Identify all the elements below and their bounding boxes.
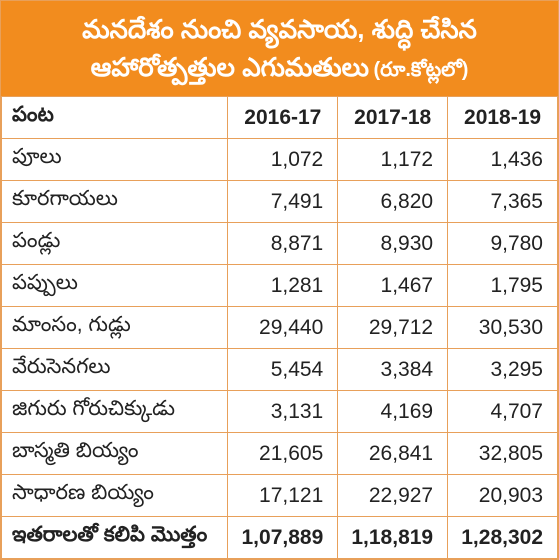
row-value: 7,491 <box>228 181 338 223</box>
row-label: జిగురు గోరుచిక్కుడు <box>2 391 228 433</box>
header-row: పంట 2016-17 2017-18 2018-19 <box>2 97 558 139</box>
row-value: 29,712 <box>338 307 448 349</box>
row-value: 3,384 <box>338 349 448 391</box>
col-2016-17: 2016-17 <box>228 97 338 139</box>
table-row: పూలు1,0721,1721,436 <box>2 139 558 181</box>
row-value: 1,436 <box>448 139 558 181</box>
row-label: పండ్లు <box>2 223 228 265</box>
total-value: 1,07,889 <box>228 517 338 559</box>
row-value: 8,930 <box>338 223 448 265</box>
table-title: మనదేశం నుంచి వ్యవసాయ, శుద్ధి చేసిన ఆహారో… <box>1 1 558 96</box>
row-value: 21,605 <box>228 433 338 475</box>
total-value: 1,18,819 <box>338 517 448 559</box>
table-row: కూరగాయలు7,4916,8207,365 <box>2 181 558 223</box>
table-row: బాస్మతి బియ్యం21,60526,84132,805 <box>2 433 558 475</box>
row-value: 5,454 <box>228 349 338 391</box>
row-value: 6,820 <box>338 181 448 223</box>
title-unit: (రూ.కోట్లలో) <box>373 59 468 81</box>
table-row: వేరుసెనగలు5,4543,3843,295 <box>2 349 558 391</box>
row-value: 4,169 <box>338 391 448 433</box>
row-value: 20,903 <box>448 475 558 517</box>
row-value: 22,927 <box>338 475 448 517</box>
row-value: 1,072 <box>228 139 338 181</box>
row-value: 1,172 <box>338 139 448 181</box>
row-value: 29,440 <box>228 307 338 349</box>
row-value: 7,365 <box>448 181 558 223</box>
row-value: 1,281 <box>228 265 338 307</box>
table-row: పండ్లు8,8718,9309,780 <box>2 223 558 265</box>
col-2017-18: 2017-18 <box>338 97 448 139</box>
row-value: 3,295 <box>448 349 558 391</box>
row-value: 26,841 <box>338 433 448 475</box>
row-label: వేరుసెనగలు <box>2 349 228 391</box>
exports-table: పంట 2016-17 2017-18 2018-19 పూలు1,0721,1… <box>1 96 558 559</box>
total-label: ఇతరాలతో కలిపి మొత్తం <box>2 517 228 559</box>
export-table-container: మనదేశం నుంచి వ్యవసాయ, శుద్ధి చేసిన ఆహారో… <box>0 0 559 560</box>
row-label: కూరగాయలు <box>2 181 228 223</box>
row-value: 32,805 <box>448 433 558 475</box>
row-value: 1,467 <box>338 265 448 307</box>
row-value: 9,780 <box>448 223 558 265</box>
row-value: 8,871 <box>228 223 338 265</box>
col-2018-19: 2018-19 <box>448 97 558 139</box>
total-value: 1,28,302 <box>448 517 558 559</box>
row-label: పప్పులు <box>2 265 228 307</box>
row-value: 30,530 <box>448 307 558 349</box>
table-row: జిగురు గోరుచిక్కుడు3,1314,1694,707 <box>2 391 558 433</box>
title-line2: ఆహారోత్పత్తుల ఎగుమతులు <box>91 52 369 82</box>
row-value: 1,795 <box>448 265 558 307</box>
row-label: పూలు <box>2 139 228 181</box>
total-row: ఇతరాలతో కలిపి మొత్తం1,07,8891,18,8191,28… <box>2 517 558 559</box>
table-row: మాంసం, గుడ్లు29,44029,71230,530 <box>2 307 558 349</box>
title-line2-wrap: ఆహారోత్పత్తుల ఎగుమతులు (రూ.కోట్లలో) <box>9 49 550 87</box>
row-label: బాస్మతి బియ్యం <box>2 433 228 475</box>
row-label: మాంసం, గుడ్లు <box>2 307 228 349</box>
table-row: సాధారణ బియ్యం17,12122,92720,903 <box>2 475 558 517</box>
table-row: పప్పులు1,2811,4671,795 <box>2 265 558 307</box>
row-value: 3,131 <box>228 391 338 433</box>
row-value: 4,707 <box>448 391 558 433</box>
title-line1: మనదేశం నుంచి వ్యవసాయ, శుద్ధి చేసిన <box>9 11 550 49</box>
row-label: సాధారణ బియ్యం <box>2 475 228 517</box>
col-crop: పంట <box>2 97 228 139</box>
row-value: 17,121 <box>228 475 338 517</box>
